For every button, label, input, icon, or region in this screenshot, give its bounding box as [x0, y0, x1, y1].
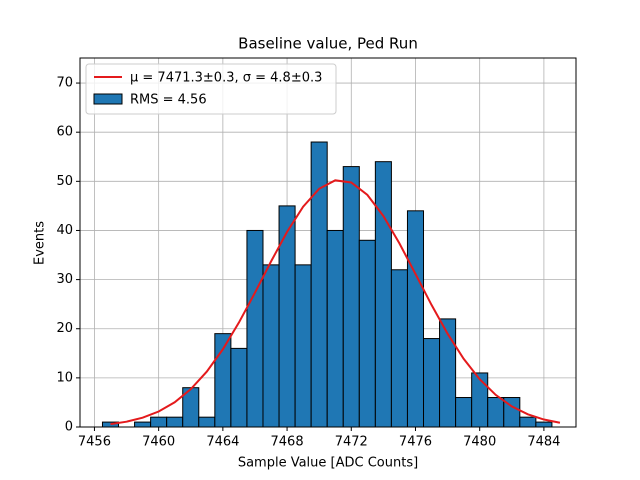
bar [535, 421, 553, 428]
x-axis-label: Sample Value [ADC Counts] [238, 456, 418, 471]
bar [278, 205, 296, 428]
legend: μ = 7471.3±0.3, σ = 4.8±0.3 RMS = 4.56 [85, 63, 337, 115]
bar [487, 397, 505, 428]
bar [406, 210, 425, 428]
legend-bar-swatch [93, 93, 123, 105]
bar [374, 161, 392, 428]
y-tick-label: 30 [56, 272, 73, 287]
bar [150, 416, 168, 428]
bar [262, 264, 280, 428]
bar [358, 239, 376, 428]
bar [471, 372, 489, 428]
bar [326, 229, 344, 428]
y-tick-label: 0 [65, 420, 73, 435]
x-tick-label: 7476 [399, 435, 432, 450]
legend-label: RMS = 4.56 [130, 93, 207, 108]
bar [519, 416, 537, 428]
bar [230, 347, 248, 428]
fit-line [110, 179, 561, 426]
x-tick-label: 7456 [78, 435, 111, 450]
bar [423, 338, 441, 428]
y-tick-label: 40 [56, 223, 73, 238]
y-tick-label: 60 [56, 125, 73, 140]
y-tick-label: 70 [56, 76, 73, 91]
bar [455, 397, 473, 428]
y-tick-label: 50 [56, 174, 73, 189]
y-tick-label: 10 [56, 370, 73, 385]
bar [198, 416, 216, 428]
y-tick-label: 20 [56, 321, 73, 336]
x-tick-label: 7460 [142, 435, 175, 450]
bar [294, 264, 312, 428]
x-tick-label: 7480 [463, 435, 496, 450]
bar [390, 269, 408, 428]
bar [134, 421, 152, 428]
bar [166, 416, 184, 428]
x-tick-label: 7464 [206, 435, 239, 450]
plot-frame [79, 57, 577, 428]
bar [342, 166, 360, 428]
x-tick-label: 7472 [335, 435, 368, 450]
bar [246, 229, 264, 428]
chart-title: Baseline value, Ped Run [238, 35, 418, 53]
legend-box [85, 63, 337, 115]
y-axis-label: Events [33, 221, 48, 265]
legend-label: μ = 7471.3±0.3, σ = 4.8±0.3 [130, 71, 322, 86]
x-tick-label: 7484 [527, 435, 560, 450]
x-tick-label: 7468 [271, 435, 304, 450]
